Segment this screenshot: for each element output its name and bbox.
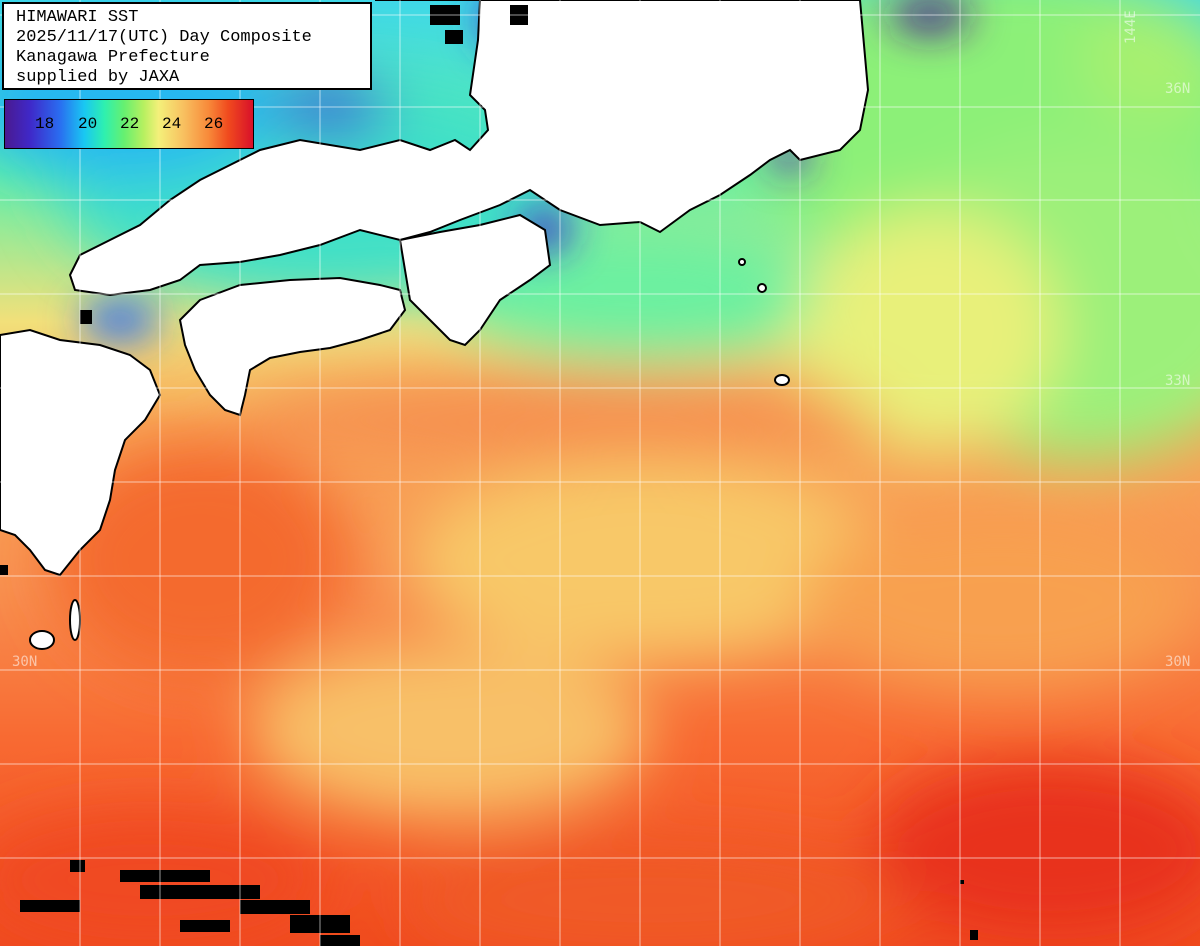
lat-label-30n-right: 30N [1165,654,1191,670]
izu-island-3 [738,258,746,266]
lat-label-36n: 36N [1165,81,1191,97]
tanegashima-island [69,599,81,641]
title-supplier: supplied by JAXA [16,68,180,87]
title-date: 2025/11/17(UTC) Day Composite [16,28,312,47]
temperature-colorbar: 18 20 22 24 26 [4,99,254,149]
colorbar-tick-22: 22 [120,115,140,133]
lon-label-144e: 144E [1123,10,1139,44]
lat-label-33n: 33N [1165,373,1191,389]
izu-island-1 [757,283,767,293]
izu-island-2 [774,374,790,386]
shikoku-land [178,276,407,417]
lat-label-30n-left: 30N [12,654,38,670]
kii-peninsula [398,213,552,347]
honshu-land [68,0,870,297]
lat-label-33n-left: 33 [12,373,29,389]
title-agency: Kanagawa Prefecture [16,48,210,67]
colorbar-tick-20: 20 [78,115,98,133]
colorbar-tick-24: 24 [162,115,182,133]
yakushima-island [29,630,55,650]
title-product: HIMAWARI SST [16,8,139,27]
colorbar-tick-18: 18 [35,115,55,133]
title-box: HIMAWARI SST 2025/11/17(UTC) Day Composi… [2,2,372,90]
colorbar-tick-26: 26 [204,115,224,133]
lon-label-136e: 136E [483,10,499,44]
